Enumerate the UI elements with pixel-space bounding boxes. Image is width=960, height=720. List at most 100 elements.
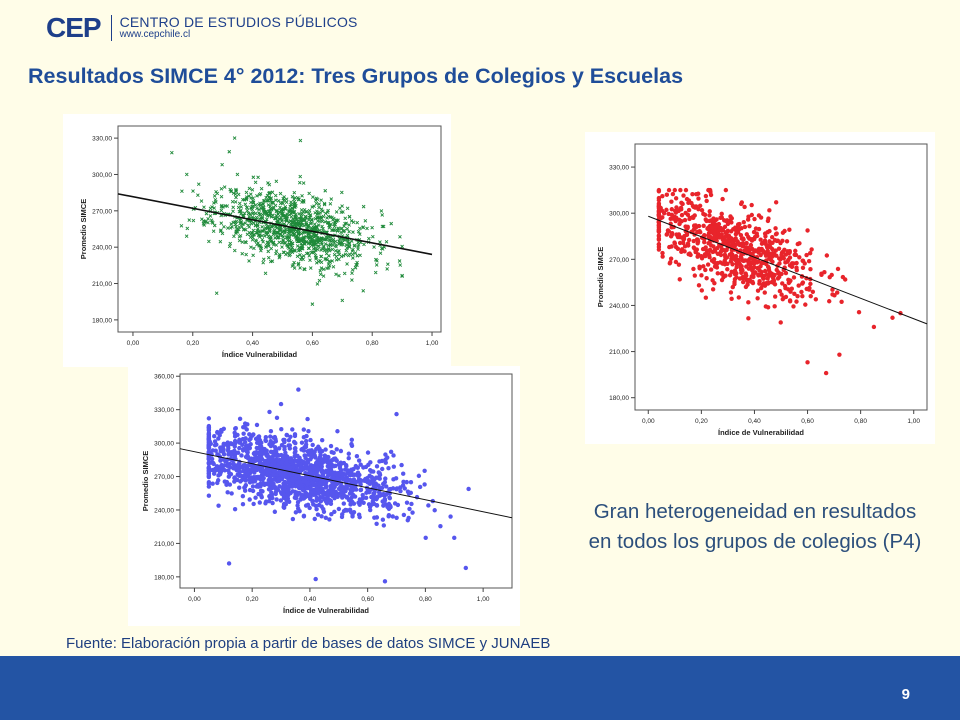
scatter-point [249,476,255,481]
scatter-point [247,432,252,437]
scatter-point [287,229,291,234]
scatter-point [285,454,290,459]
scatter-point [303,444,309,450]
scatter-point [664,232,669,237]
scatter-point [331,463,337,469]
scatter-point [213,468,218,473]
scatter-point [685,241,691,246]
x-tick-label: 0,20 [695,418,708,425]
scatter-point [835,290,840,295]
scatter-point [286,438,292,443]
scatter-point [303,230,308,234]
scatter-point [319,238,324,243]
scatter-point [356,247,360,252]
scatter-point [256,458,261,463]
scatter-point [206,220,210,225]
scatter-point [326,243,331,248]
scatter-point [349,488,355,494]
scatter-point [374,464,380,469]
scatter-point [701,264,706,269]
scatter-point [266,181,270,185]
scatter-point [288,219,293,223]
scatter-point [355,220,360,225]
scatter-point [705,226,710,231]
scatter-point [777,288,783,294]
y-tick-label: 330,00 [609,165,629,172]
scatter-point [254,422,260,428]
scatter-point [271,241,275,245]
scatter-point [715,271,720,276]
scatter-point [719,271,724,276]
scatter-point [754,231,759,236]
scatter-point [293,219,297,223]
x-tick-label: 0,80 [366,340,379,347]
scatter-point [222,457,228,463]
scatter-point [346,253,351,258]
scatter-point [237,485,242,490]
scatter-point [267,194,272,199]
scatter-point [251,175,256,180]
scatter-point [273,224,278,229]
scatter-point [269,214,274,219]
scatter-point [361,204,366,209]
scatter-point [320,457,326,462]
scatter-point [206,425,212,431]
scatter-point [676,262,682,267]
scatter-point [340,298,345,303]
scatter-point [368,460,373,465]
scatter-point [233,200,238,204]
scatter-point [240,448,246,453]
scatter-point [751,265,756,271]
scatter-point [206,473,212,478]
scatter-point [237,234,242,239]
scatter-point [300,217,305,222]
scatter-point [290,194,295,199]
scatter-point [721,247,727,253]
scatter-point [274,457,279,462]
scatter-point [308,239,312,243]
scatter-point [264,245,268,249]
scatter-point [656,202,662,208]
scatter-point [423,535,428,540]
scatter-point [206,416,212,421]
scatter-point [683,210,688,216]
scatter-point [303,479,308,485]
scatter-point [386,466,391,471]
scatter-point [737,241,742,246]
scatter-point [368,507,373,513]
scatter-point [312,239,317,244]
scatter-point [242,227,246,232]
scatter-point [344,483,349,488]
scatter-point [382,496,388,502]
scatter-point [756,272,761,277]
scatter-point [340,491,346,497]
scatter-point [791,304,796,309]
scatter-point [313,216,318,221]
scatter-point [219,204,224,209]
scatter-point [299,440,305,445]
scatter-point [320,219,325,224]
scatter-point [255,193,259,198]
scatter-point [256,434,262,439]
scatter-point [283,461,289,466]
scatter-point [753,248,758,253]
scatter-point [342,271,347,276]
scatter-point [361,288,366,293]
scatter-point [808,281,813,287]
scatter-point [402,486,407,491]
scatter-point [347,497,353,502]
scatter-point [225,462,231,467]
scatter-point [238,221,242,226]
scatter-point [221,449,226,455]
scatter-point [261,260,265,265]
scatter-point [344,477,349,483]
scatter-point [240,493,246,499]
scatter-point [268,474,273,480]
scatter-point [309,455,314,460]
scatter-point [273,193,278,198]
scatter-point [255,222,260,227]
scatter-point [227,470,232,476]
scatter-point [268,204,272,209]
scatter-point [384,492,389,497]
scatter-point [184,234,189,239]
